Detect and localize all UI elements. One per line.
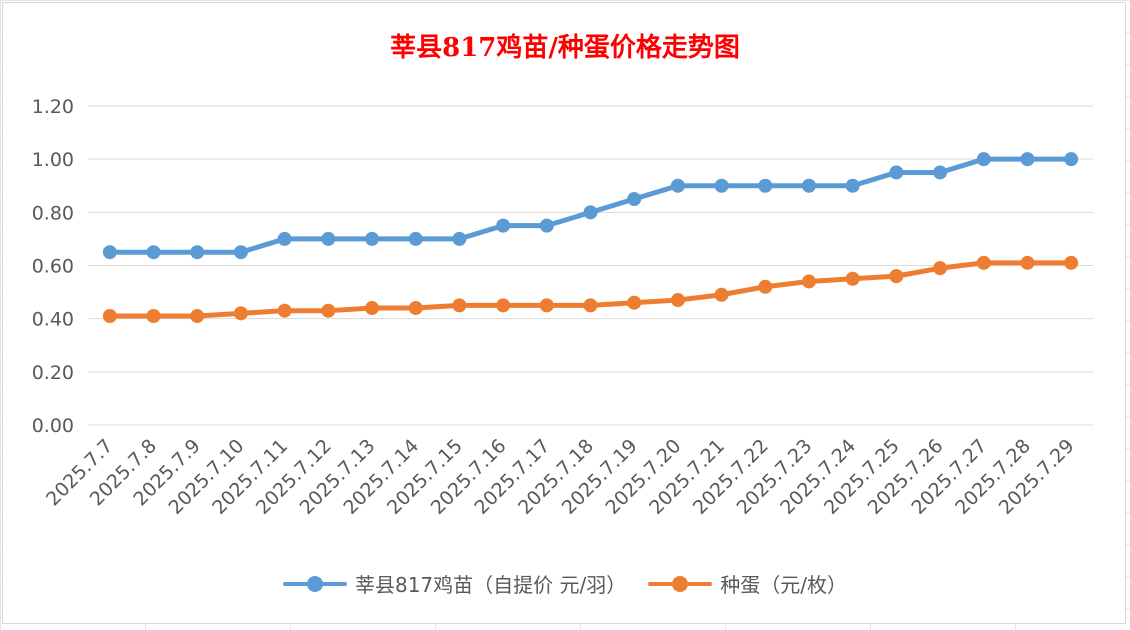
- data-point-series-2: [146, 309, 161, 324]
- data-point-series-2: [889, 269, 904, 284]
- legend[interactable]: 莘县817鸡苗（自提价 元/羽） 种蛋（元/枚）: [3, 569, 1127, 598]
- y-tick-label: 1.20: [32, 96, 74, 118]
- y-tick-label: 0.80: [32, 202, 74, 224]
- data-point-series-2: [408, 301, 423, 316]
- data-point-series-2: [321, 303, 336, 318]
- data-point-series-1: [670, 178, 685, 193]
- data-point-series-1: [408, 231, 423, 246]
- data-point-series-2: [714, 287, 729, 302]
- data-point-series-2: [670, 293, 685, 308]
- legend-entry-chick[interactable]: 莘县817鸡苗（自提价 元/羽）: [282, 569, 627, 598]
- data-point-series-1: [845, 178, 860, 193]
- data-point-series-1: [1064, 152, 1079, 167]
- data-point-series-1: [627, 192, 642, 207]
- legend-label-egg: 种蛋（元/枚）: [720, 573, 848, 597]
- legend-swatch-chick: [282, 575, 347, 592]
- data-point-series-2: [539, 298, 554, 313]
- data-point-series-2: [801, 274, 816, 289]
- data-point-series-1: [1020, 152, 1035, 167]
- data-point-series-2: [976, 255, 991, 270]
- data-point-series-2: [452, 298, 467, 313]
- data-point-series-1: [496, 218, 511, 233]
- data-point-series-1: [190, 245, 205, 260]
- plot-area: 0.000.200.400.600.801.001.202025.7.72025…: [32, 96, 1093, 519]
- data-point-series-1: [933, 165, 948, 180]
- data-point-series-2: [627, 295, 642, 310]
- data-point-series-1: [233, 245, 248, 260]
- data-point-series-1: [889, 165, 904, 180]
- data-point-series-1: [714, 178, 729, 193]
- data-point-series-2: [758, 279, 773, 294]
- legend-swatch-egg: [648, 575, 713, 592]
- data-point-series-2: [190, 309, 205, 324]
- data-point-series-1: [365, 231, 380, 246]
- data-point-series-1: [976, 152, 991, 167]
- data-point-series-1: [583, 205, 598, 220]
- data-point-series-2: [233, 306, 248, 321]
- y-tick-label: 0.40: [32, 309, 74, 331]
- data-point-series-1: [452, 231, 467, 246]
- data-point-series-1: [321, 231, 336, 246]
- legend-label-chick: 莘县817鸡苗（自提价 元/羽）: [354, 573, 627, 597]
- data-point-series-2: [365, 301, 380, 316]
- data-point-series-2: [583, 298, 598, 313]
- data-point-series-1: [102, 245, 117, 260]
- y-tick-label: 1.00: [32, 149, 74, 171]
- data-point-series-2: [1064, 255, 1079, 270]
- data-point-series-1: [801, 178, 816, 193]
- data-point-series-1: [146, 245, 161, 260]
- legend-entry-egg[interactable]: 种蛋（元/枚）: [648, 569, 847, 598]
- data-point-series-2: [496, 298, 511, 313]
- data-point-series-1: [539, 218, 554, 233]
- y-tick-label: 0.60: [32, 256, 74, 278]
- data-point-series-2: [845, 271, 860, 286]
- data-point-series-2: [933, 261, 948, 276]
- data-point-series-1: [277, 231, 292, 246]
- y-tick-label: 0.00: [32, 415, 74, 437]
- data-point-series-2: [1020, 255, 1035, 270]
- y-tick-label: 0.20: [32, 362, 74, 384]
- data-point-series-2: [277, 303, 292, 318]
- chart-title: 莘县817鸡苗/种蛋价格走势图: [390, 33, 740, 63]
- data-point-series-2: [102, 309, 117, 324]
- data-point-series-1: [758, 178, 773, 193]
